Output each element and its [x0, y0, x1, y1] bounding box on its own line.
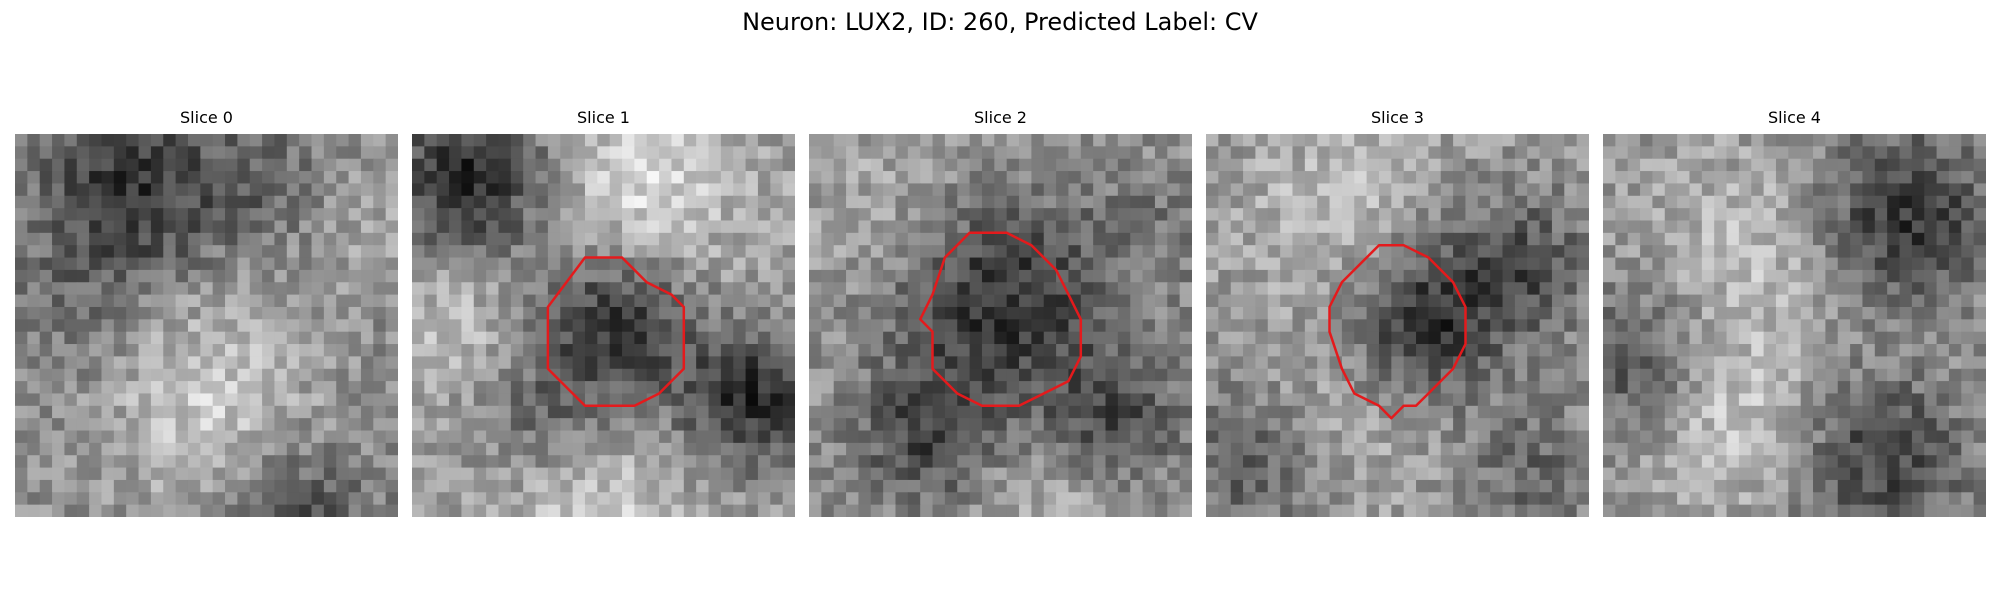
segmentation-contour: [1328, 243, 1467, 420]
slice-panel-3: Slice 3: [1206, 108, 1589, 517]
slice-panel-1: Slice 1: [412, 108, 795, 517]
slice-panel-4: Slice 4: [1603, 108, 1986, 517]
slice-title: Slice 3: [1371, 108, 1424, 127]
slice-image: [412, 134, 795, 517]
slice-image: [1206, 134, 1589, 517]
slice-image: [1603, 134, 1986, 517]
slice-image: [809, 134, 1192, 517]
slice-title: Slice 4: [1768, 108, 1821, 127]
slice-title: Slice 1: [577, 108, 630, 127]
pixel-grid: [1206, 134, 1589, 517]
slice-panel-2: Slice 2: [809, 108, 1192, 517]
slice-image: [15, 134, 398, 517]
slice-panel-0: Slice 0: [15, 108, 398, 517]
pixel-grid: [15, 134, 398, 517]
slice-title: Slice 0: [180, 108, 233, 127]
pixel-grid: [809, 134, 1192, 517]
slice-title: Slice 2: [974, 108, 1027, 127]
pixel-grid: [1603, 134, 1986, 517]
pixel-grid: [412, 134, 795, 517]
figure-title: Neuron: LUX2, ID: 260, Predicted Label: …: [742, 8, 1258, 36]
segmentation-contour: [546, 256, 686, 408]
segmentation-contour: [918, 231, 1083, 408]
